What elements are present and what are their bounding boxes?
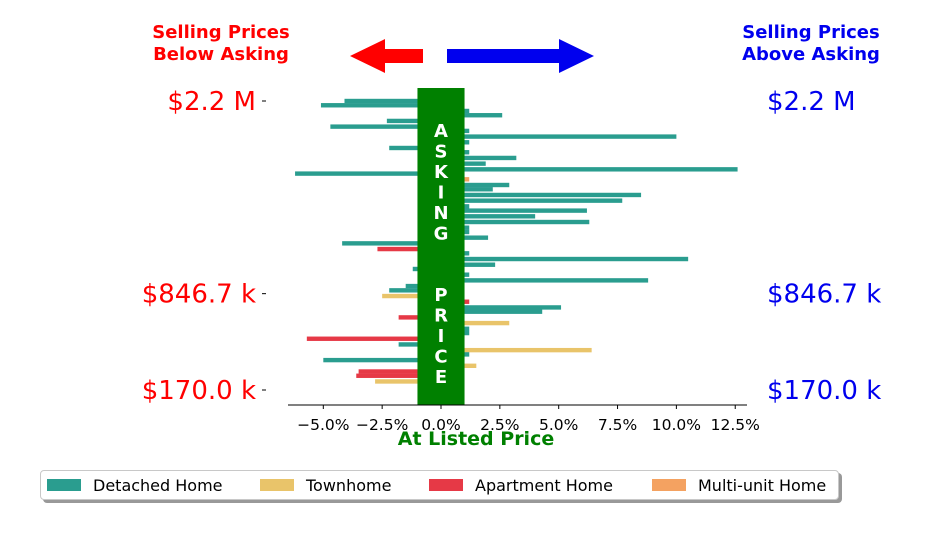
bar-49: [323, 357, 441, 363]
right-header-line: Above Asking: [742, 44, 880, 65]
bar-17: [441, 187, 493, 192]
x-axis-label: At Listed Price: [398, 428, 554, 450]
bar-4: [386, 118, 441, 124]
left-header-line: Selling Prices: [152, 22, 289, 43]
asking-price-band: [417, 88, 465, 405]
legend-swatch: [652, 479, 686, 491]
legend-item: Detached Home: [47, 476, 260, 495]
y-tick-label-left: $2.2 M: [167, 87, 256, 117]
legend-item: Apartment Home: [429, 476, 652, 495]
x-tick-label: 5.0%: [539, 416, 578, 434]
bar-21: [441, 208, 587, 213]
band-letter-3: I: [438, 183, 445, 204]
x-tick-label: 2.5%: [480, 416, 519, 434]
bar-31: [441, 262, 496, 267]
x-tick-label: 12.5%: [711, 416, 760, 434]
bar-52: [356, 373, 441, 378]
legend: Detached Home Townhome Apartment Home Multi…: [40, 470, 839, 500]
legend-swatch: [429, 479, 463, 491]
y-tick-label-left: $846.7 k: [142, 280, 256, 310]
bar-18: [441, 192, 642, 198]
legend-label: Apartment Home: [475, 475, 613, 495]
bar-36: [389, 288, 441, 293]
x-tick-label: −2.5%: [356, 416, 408, 434]
legend-swatch: [47, 479, 81, 491]
axis-layer: −5.0% −2.5% 0.0% 2.5% 5.0% 7.5% 10.0% 12.5% At L…: [142, 87, 882, 450]
band-letter-4: N: [433, 203, 448, 224]
right-header-line: Selling Prices: [742, 22, 879, 43]
bar-42: [441, 320, 510, 326]
band-letter-11: C: [434, 347, 447, 368]
right-arrow-icon: [447, 39, 594, 73]
bar-5: [330, 124, 441, 129]
bar-30: [441, 256, 689, 262]
bar-27: [342, 241, 441, 246]
bar-39: [441, 305, 562, 310]
band-letter-9: R: [434, 306, 448, 327]
legend-label: Townhome: [306, 475, 392, 495]
bar-19: [441, 198, 623, 203]
bar-14: [295, 171, 441, 176]
bar-11: [441, 155, 517, 161]
bar-23: [441, 219, 590, 225]
bar-34: [441, 278, 649, 283]
x-tick-label: 7.5%: [598, 416, 637, 434]
band-letter-10: I: [438, 326, 445, 347]
legend-label: Multi-unit Home: [698, 475, 827, 495]
bar-53: [375, 379, 441, 384]
y-tick-label-right: $2.2 M: [767, 87, 856, 117]
bar-28: [377, 246, 441, 252]
band-letter-0: A: [434, 121, 448, 142]
bar-45: [306, 336, 441, 341]
band-letter-5: G: [434, 224, 449, 245]
bar-47: [441, 347, 592, 353]
y-tick-label-left: $170.0 k: [142, 376, 256, 406]
bar-9: [389, 145, 441, 151]
legend-item: Multi-unit Home: [652, 476, 832, 495]
x-tick-label: 10.0%: [652, 416, 701, 434]
y-tick-label-right: $846.7 k: [767, 280, 881, 310]
bar-22: [441, 214, 536, 219]
bar-40: [441, 309, 543, 314]
band-letter-1: S: [435, 142, 448, 163]
bar-7: [441, 134, 677, 139]
bar-16: [441, 182, 510, 188]
band-letter-2: K: [434, 162, 449, 183]
bar-3: [441, 113, 503, 118]
left-arrow-icon: [350, 39, 423, 73]
legend-swatch: [260, 479, 294, 491]
bar-0: [344, 98, 441, 104]
left-header-line: Below Asking: [153, 44, 289, 65]
bar-13: [441, 167, 738, 172]
band-letter-12: E: [435, 367, 447, 388]
band-letter-8: P: [434, 285, 447, 306]
x-tick-label: 0.0%: [421, 416, 460, 434]
x-tick-label: −5.0%: [297, 416, 349, 434]
legend-item: Townhome: [260, 476, 429, 495]
bar-37: [382, 293, 441, 299]
bars-layer: [295, 98, 738, 384]
y-tick-label-right: $170.0 k: [767, 376, 881, 406]
legend-label: Detached Home: [93, 475, 223, 495]
bar-51: [358, 369, 441, 374]
bar-1: [320, 103, 441, 108]
